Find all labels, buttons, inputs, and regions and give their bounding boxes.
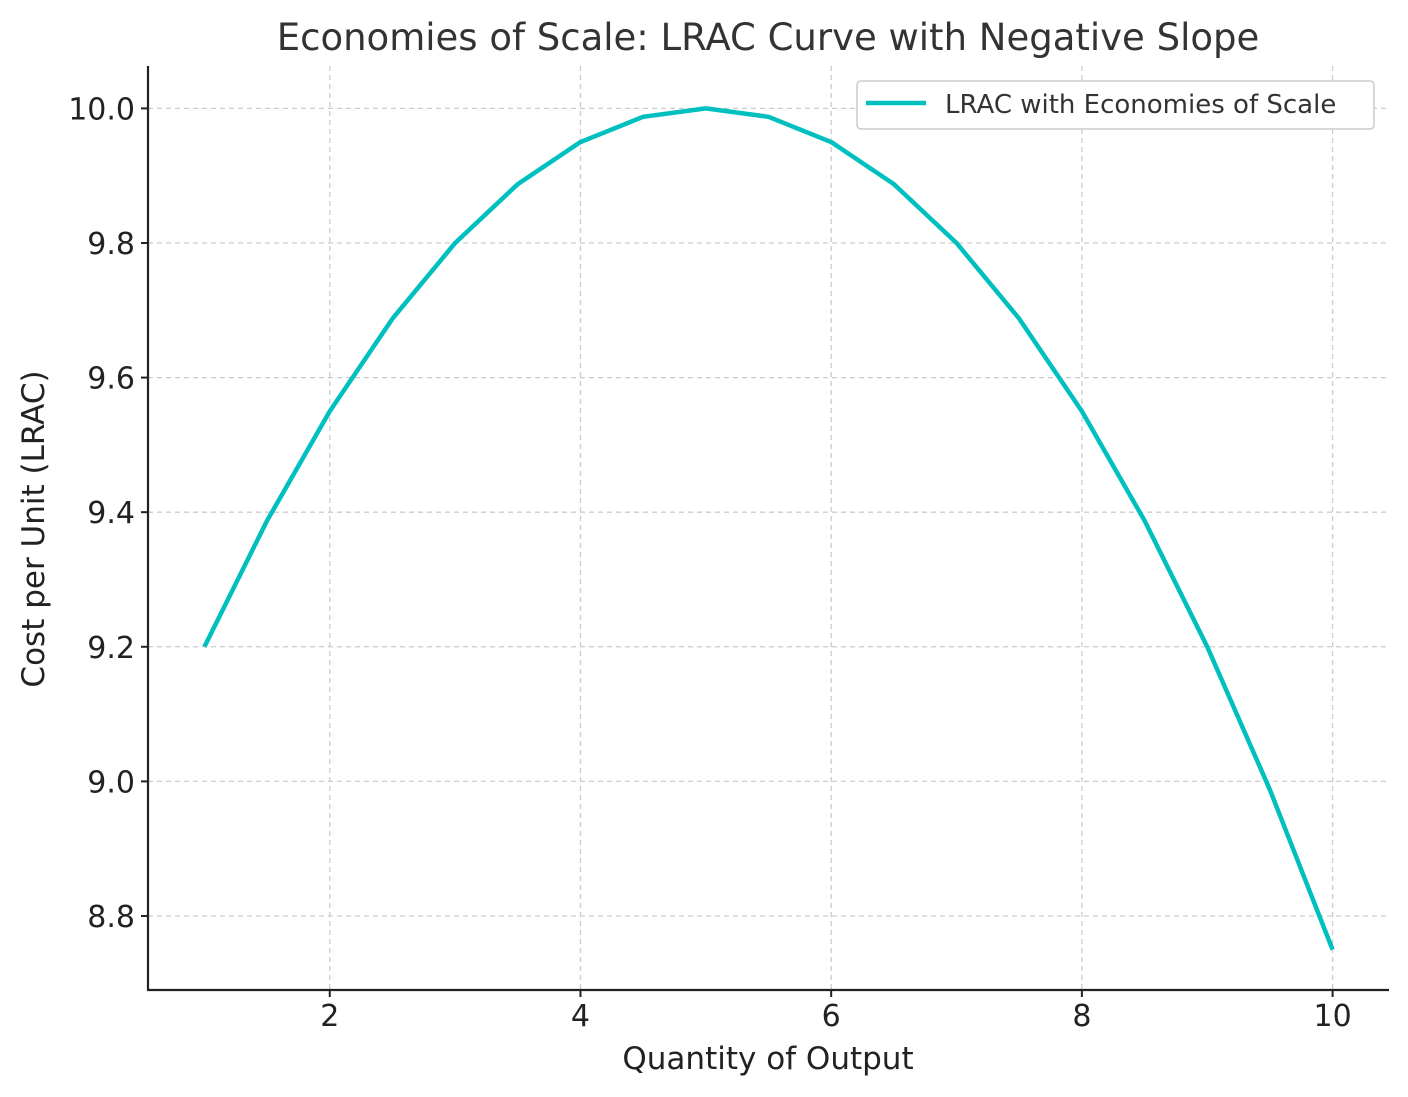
y-axis-label: Cost per Unit (LRAC) [16, 370, 52, 687]
y-tick-label: 9.4 [87, 496, 135, 531]
x-tick-label: 8 [1072, 999, 1091, 1034]
y-tick-label: 10.0 [68, 92, 135, 127]
x-axis-label: Quantity of Output [622, 1041, 913, 1077]
legend: LRAC with Economies of Scale [856, 80, 1375, 130]
chart-title: Economies of Scale: LRAC Curve with Nega… [277, 16, 1260, 59]
y-tick-label: 9.2 [87, 631, 135, 666]
x-axis-ticks: 2 4 6 8 10 [320, 990, 1352, 1034]
series-line-lrac [202, 106, 1335, 951]
legend-box [856, 80, 1375, 130]
y-tick-label: 9.0 [87, 765, 135, 800]
x-tick-label: 10 [1313, 999, 1351, 1034]
x-tick-label: 4 [571, 999, 590, 1034]
x-tick-label: 6 [822, 999, 841, 1034]
legend-label-lrac: LRAC with Economies of Scale [945, 90, 1336, 120]
y-tick-label: 9.8 [87, 227, 135, 262]
grid [148, 66, 1389, 990]
x-tick-label: 2 [320, 999, 339, 1034]
plot-area [202, 106, 1335, 951]
y-tick-label: 8.8 [87, 900, 135, 935]
y-axis-ticks: 8.8 9.0 9.2 9.4 9.6 9.8 10.0 [68, 92, 148, 935]
y-tick-label: 9.6 [87, 362, 135, 397]
